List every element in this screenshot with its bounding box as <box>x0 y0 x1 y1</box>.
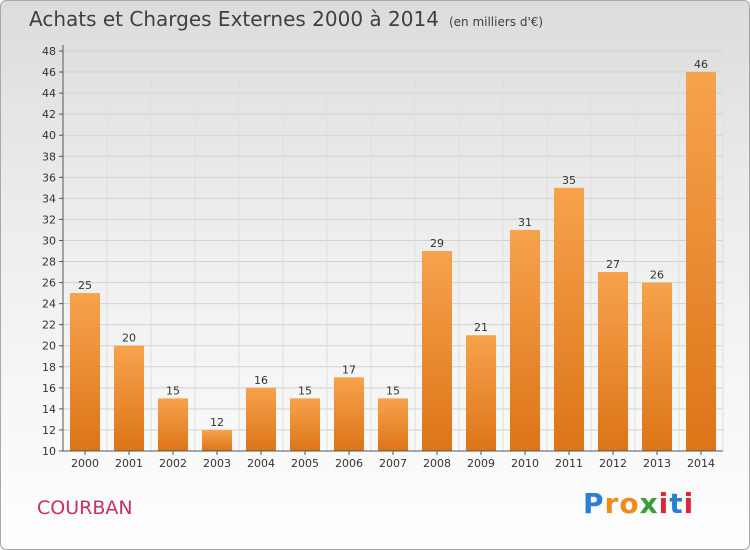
y-tick-label: 12 <box>42 424 56 437</box>
x-tick-label: 2001 <box>115 457 143 470</box>
logo-letter: i <box>658 487 670 520</box>
y-tick-label: 44 <box>42 87 56 100</box>
x-tick-label: 2002 <box>159 457 187 470</box>
bar-2003 <box>202 429 232 451</box>
logo-letter: i <box>683 487 695 520</box>
data-label: 17 <box>342 363 356 376</box>
x-tick-label: 2013 <box>643 457 671 470</box>
data-label: 15 <box>166 384 180 397</box>
y-tick-label: 40 <box>42 129 56 142</box>
logo-letter: t <box>669 487 684 520</box>
bar-2004 <box>246 387 276 451</box>
y-tick-label: 36 <box>42 171 56 184</box>
x-tick-label: 2003 <box>203 457 231 470</box>
logo-letter: x <box>639 487 659 520</box>
y-tick-label: 30 <box>42 234 56 247</box>
data-label: 12 <box>210 416 224 429</box>
x-tick-label: 2012 <box>599 457 627 470</box>
bar-2011 <box>554 187 584 451</box>
x-tick-label: 2004 <box>247 457 275 470</box>
y-tick-label: 16 <box>42 382 56 395</box>
commune-name: COURBAN <box>37 497 133 519</box>
x-tick-label: 2009 <box>467 457 495 470</box>
data-label: 20 <box>122 332 136 345</box>
bar-2005 <box>290 398 320 451</box>
y-tick-label: 38 <box>42 150 56 163</box>
y-tick-label: 10 <box>42 445 56 458</box>
logo-letter: r <box>604 487 620 520</box>
x-tick-label: 2007 <box>379 457 407 470</box>
y-tick-label: 18 <box>42 361 56 374</box>
x-tick-label: 2010 <box>511 457 539 470</box>
bar-2001 <box>114 345 144 451</box>
x-tick-label: 2006 <box>335 457 363 470</box>
bar-2008 <box>422 251 452 451</box>
data-label: 35 <box>562 174 576 187</box>
bars: 25 20 15 12 16 15 17 15 29 21 31 35 27 26 46 <box>70 58 716 451</box>
y-tick-label: 20 <box>42 340 56 353</box>
y-tick-label: 48 <box>42 45 56 58</box>
data-label: 31 <box>518 216 532 229</box>
bar-2013 <box>642 282 672 451</box>
y-tick-label: 28 <box>42 256 56 269</box>
x-tick-label: 2008 <box>423 457 451 470</box>
bar-2006 <box>334 377 364 451</box>
data-label: 15 <box>298 384 312 397</box>
data-label: 15 <box>386 384 400 397</box>
data-label: 21 <box>474 321 488 334</box>
bar-2010 <box>510 229 540 451</box>
bar-2014 <box>686 72 716 451</box>
data-label: 27 <box>606 258 620 271</box>
bar-2009 <box>466 335 496 451</box>
title-text: Achats et Charges Externes 2000 à 2014 <box>29 7 439 31</box>
data-label: 46 <box>694 58 708 71</box>
logo-letter: P <box>583 487 605 520</box>
x-tick-label: 2014 <box>687 457 715 470</box>
x-tick-label: 2000 <box>71 457 99 470</box>
y-tick-label: 34 <box>42 192 56 205</box>
y-tick-label: 32 <box>42 213 56 226</box>
chart-title: Achats et Charges Externes 2000 à 2014 (e… <box>29 7 543 31</box>
y-tick-label: 42 <box>42 108 56 121</box>
bar-2002 <box>158 398 188 451</box>
data-label: 25 <box>78 279 92 292</box>
unit-text: (en milliers d'€) <box>448 15 544 29</box>
data-label: 26 <box>650 269 664 282</box>
logo-letter: o <box>619 487 640 520</box>
y-tick-label: 22 <box>42 319 56 332</box>
bar-2012 <box>598 272 628 451</box>
y-tick-label: 24 <box>42 298 56 311</box>
x-tick-label: 2005 <box>291 457 319 470</box>
bar-2007 <box>378 398 408 451</box>
x-tick-label: 2011 <box>555 457 583 470</box>
y-tick-label: 46 <box>42 66 56 79</box>
data-label: 29 <box>430 237 444 250</box>
proxiti-logo: Proxiti <box>583 487 694 520</box>
data-label: 16 <box>254 374 268 387</box>
bar-2000 <box>70 293 100 451</box>
axes: 10 12 14 16 18 20 22 24 26 28 30 32 34 36 38 40 42 44 46 48… <box>42 45 723 470</box>
y-tick-label: 14 <box>42 403 56 416</box>
y-tick-label: 26 <box>42 277 56 290</box>
